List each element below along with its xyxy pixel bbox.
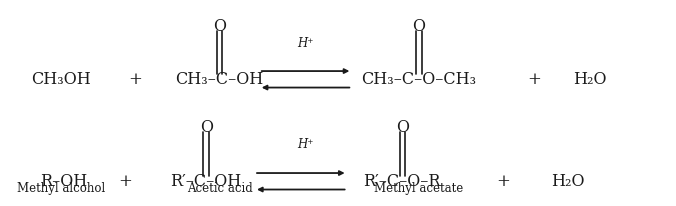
Text: Acetic acid: Acetic acid: [187, 182, 253, 195]
Text: +: +: [128, 71, 142, 88]
Text: H⁺: H⁺: [297, 37, 314, 50]
Text: R′–C–O–R: R′–C–O–R: [364, 173, 441, 190]
Text: Methyl alcohol: Methyl alcohol: [17, 182, 105, 195]
Text: +: +: [497, 173, 510, 190]
Text: O: O: [412, 18, 426, 35]
Text: O: O: [395, 119, 409, 136]
Text: R–OH: R–OH: [41, 173, 88, 190]
Text: R′–C–OH: R′–C–OH: [170, 173, 242, 190]
Text: H₂O: H₂O: [573, 71, 607, 88]
Text: CH₃–C–OH: CH₃–C–OH: [176, 71, 264, 88]
Text: +: +: [527, 71, 541, 88]
Text: +: +: [118, 173, 132, 190]
Text: Methyl acetate: Methyl acetate: [375, 182, 464, 195]
Text: O: O: [213, 18, 226, 35]
Text: H⁺: H⁺: [297, 138, 314, 151]
Text: O: O: [199, 119, 213, 136]
Text: CH₃–C–O–CH₃: CH₃–C–O–CH₃: [362, 71, 477, 88]
Text: CH₃OH: CH₃OH: [31, 71, 91, 88]
Text: H₂O: H₂O: [551, 173, 585, 190]
